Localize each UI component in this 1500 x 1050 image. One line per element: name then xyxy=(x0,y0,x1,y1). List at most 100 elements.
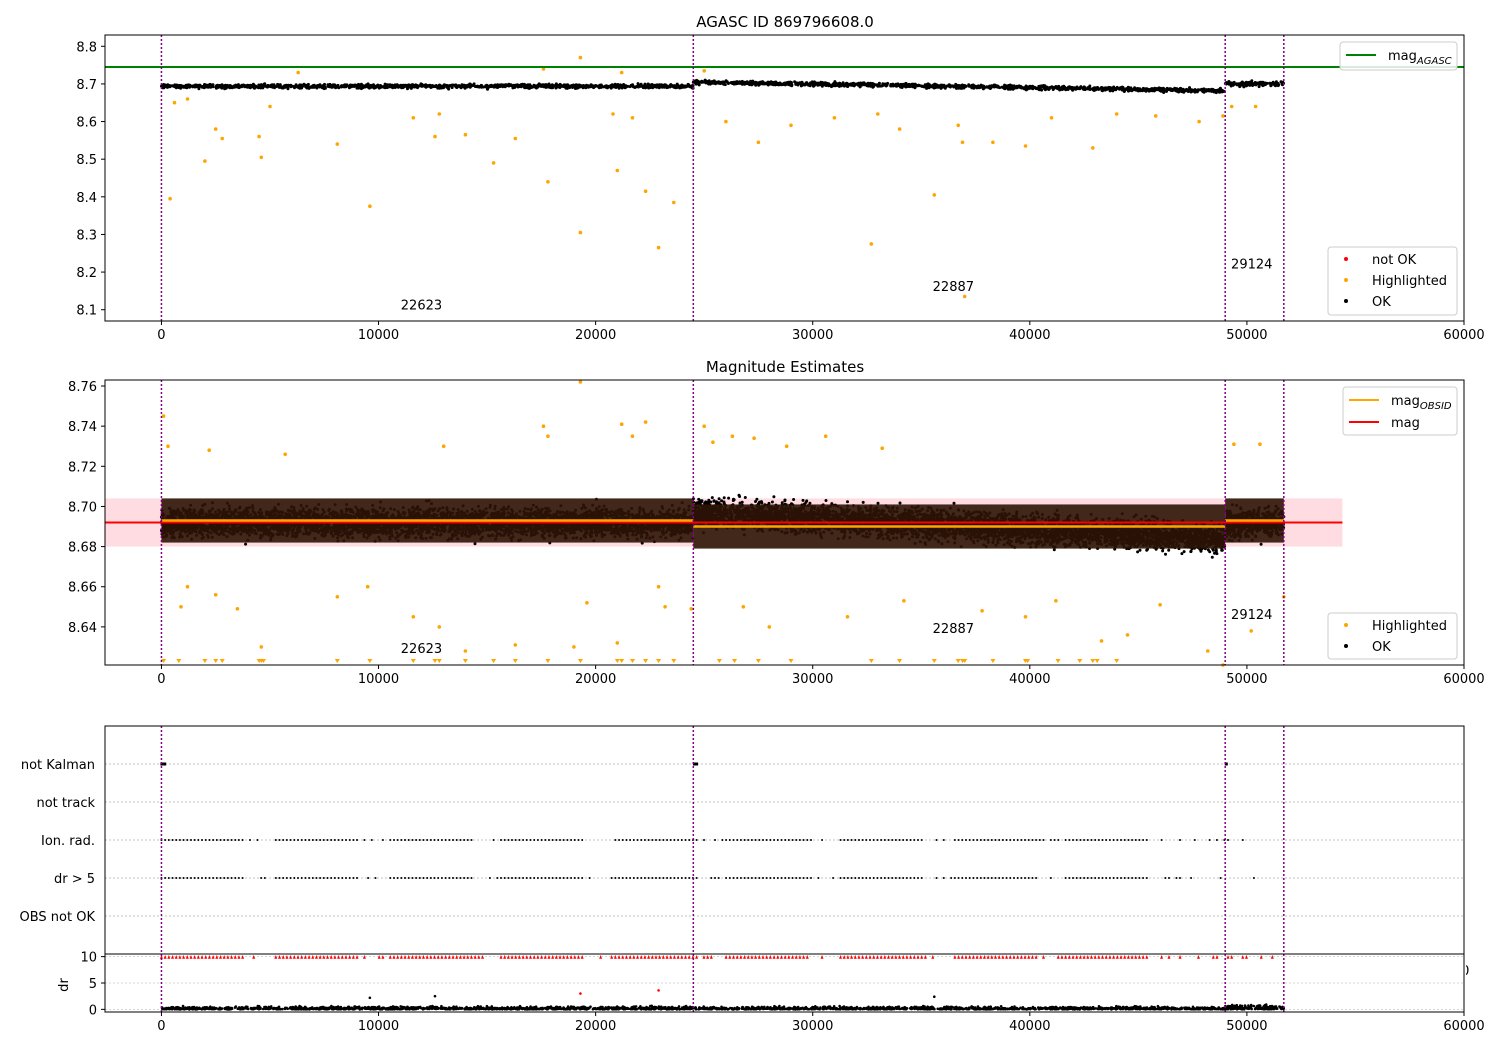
ok-point xyxy=(819,81,823,85)
ok-point xyxy=(733,81,737,85)
ok-point xyxy=(345,83,349,87)
ok-point xyxy=(800,82,804,85)
ok-point xyxy=(740,82,744,86)
ok-point xyxy=(610,84,613,88)
ok-point xyxy=(605,84,608,88)
ok-point xyxy=(388,83,392,87)
ok-point xyxy=(846,85,850,88)
ok-point xyxy=(578,83,582,87)
ok-point xyxy=(1012,84,1016,88)
ok-point xyxy=(172,84,176,88)
highlighted-point xyxy=(960,140,965,145)
ok-point xyxy=(498,85,502,89)
ok-point xyxy=(884,84,888,88)
ok-point xyxy=(266,84,270,87)
ok-point xyxy=(491,84,495,88)
ok-point xyxy=(968,84,972,88)
highlighted-point xyxy=(991,140,995,145)
highlighted-point xyxy=(724,119,728,124)
ok-point xyxy=(510,84,514,88)
ok-point xyxy=(1088,84,1092,88)
ok-point xyxy=(257,83,261,87)
ok-point xyxy=(205,85,209,89)
ok-point xyxy=(891,84,895,88)
highlighted-point xyxy=(268,104,272,109)
ok-point xyxy=(1172,88,1176,92)
ok-point xyxy=(1274,82,1278,86)
ok-point xyxy=(900,84,904,88)
ok-point xyxy=(858,85,862,89)
ok-point xyxy=(1271,80,1275,84)
ok-point xyxy=(622,83,626,86)
highlighted-point xyxy=(615,168,620,173)
ok-point xyxy=(978,85,982,89)
ok-point xyxy=(445,84,449,88)
ok-point xyxy=(670,84,674,87)
x-tick-label: 50000 xyxy=(1226,328,1267,343)
ok-point xyxy=(521,82,524,86)
ok-point xyxy=(468,85,472,89)
ok-point xyxy=(198,84,202,88)
ok-point xyxy=(502,84,506,88)
ok-point xyxy=(244,542,248,546)
ok-point xyxy=(1048,86,1052,90)
ok-point xyxy=(277,85,281,89)
ok-point xyxy=(1034,87,1038,91)
ok-point xyxy=(592,85,596,89)
ok-point xyxy=(1203,88,1207,92)
highlighted-point xyxy=(1197,119,1201,124)
ok-point xyxy=(468,82,472,86)
ok-point xyxy=(1043,84,1047,88)
ok-point xyxy=(1182,89,1186,92)
y-tick-label: 8.2 xyxy=(76,266,97,281)
ok-point xyxy=(759,81,763,85)
ok-point xyxy=(236,83,240,87)
ok-point xyxy=(747,81,750,85)
ok-point xyxy=(1254,81,1258,85)
panel-subtitle: Magnitude Estimates xyxy=(706,358,864,376)
ok-point xyxy=(653,85,657,89)
ok-point xyxy=(451,83,455,87)
ok-point xyxy=(663,83,667,87)
ok-point xyxy=(904,84,907,88)
y-tick-label: 8.8 xyxy=(76,40,97,55)
highlighted-point xyxy=(257,134,261,139)
ok-point xyxy=(542,85,546,88)
ok-point xyxy=(923,85,927,89)
highlighted-point xyxy=(259,155,264,160)
ok-point xyxy=(895,84,898,88)
highlighted-point xyxy=(962,294,967,299)
ok-point xyxy=(939,86,943,90)
ok-point xyxy=(585,85,589,89)
highlighted-point xyxy=(368,204,372,208)
ok-point xyxy=(463,84,467,87)
agasc-legend-top: magAGASC xyxy=(1339,41,1458,71)
ok-point xyxy=(789,81,793,84)
ok-point xyxy=(331,83,335,87)
ok-point xyxy=(1128,86,1132,90)
ok-point xyxy=(1003,87,1007,91)
ok-point xyxy=(1119,87,1123,91)
ok-point xyxy=(571,86,574,89)
highlighted-point xyxy=(611,112,615,116)
ok-point xyxy=(1200,89,1204,92)
highlighted-point xyxy=(1253,104,1258,109)
ok-point xyxy=(916,84,920,88)
ok-point xyxy=(350,84,354,88)
ok-point xyxy=(764,82,768,86)
ok-point xyxy=(472,82,476,86)
ok-point xyxy=(646,83,650,87)
ok-point xyxy=(299,83,303,87)
ok-point xyxy=(995,84,999,88)
obsid-label: 29124 xyxy=(1231,257,1272,272)
ok-point xyxy=(442,84,446,88)
ok-point xyxy=(826,83,830,87)
ok-point xyxy=(958,84,961,88)
ok-point xyxy=(948,85,952,89)
ok-point xyxy=(935,83,939,87)
ok-point xyxy=(480,84,484,87)
highlighted-point xyxy=(672,200,676,205)
ok-point xyxy=(909,83,913,87)
ok-point xyxy=(973,84,976,88)
